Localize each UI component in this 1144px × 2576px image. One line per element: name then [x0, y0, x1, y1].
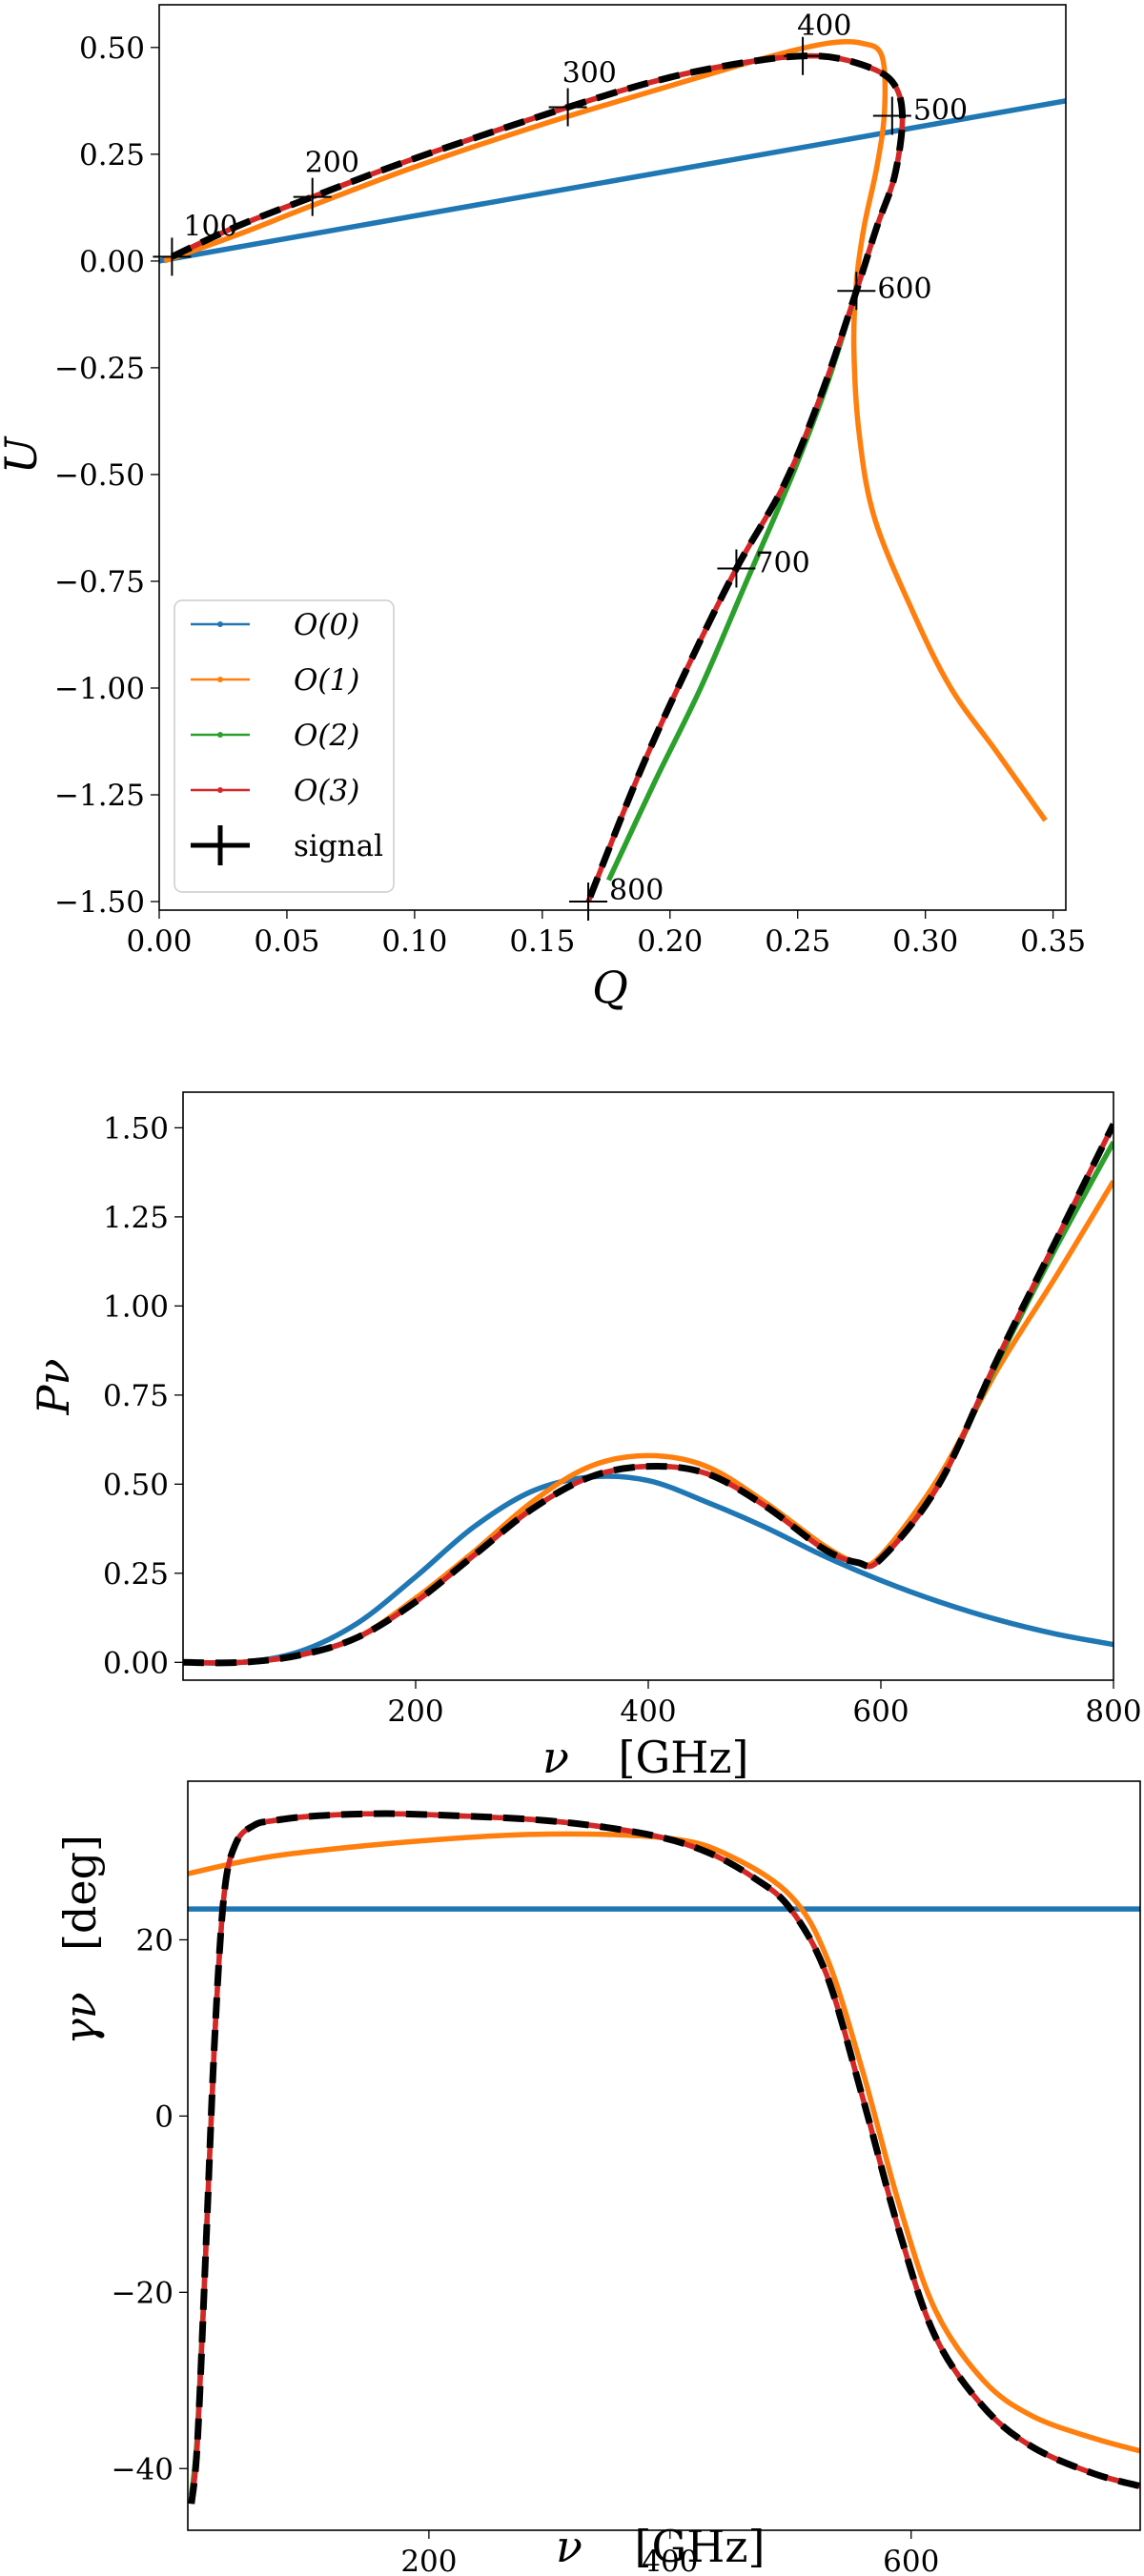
gamma-line-signal: [188, 1810, 1140, 2505]
qu-legend: O(0) O(1) O(2) O(3) signal: [174, 599, 395, 893]
gamma-xtick-label: 600: [883, 2545, 939, 2576]
qu-axes-frame: [158, 4, 1067, 911]
legend-label: O(3): [294, 774, 359, 808]
pnu-xtick-label: 800: [1085, 1694, 1141, 1729]
pnu-line-signal: [183, 1123, 1113, 1667]
pnu-axes-frame: [182, 1091, 1114, 1681]
pnu-line-o0: [183, 1473, 1113, 1666]
pnu-ytick-label: 0.00: [103, 1646, 169, 1680]
gamma-ytick-label: −40: [112, 2452, 174, 2486]
gamma-line-o3: [189, 1811, 1140, 2505]
pnu-line-o3: [183, 1123, 1113, 1666]
qu-xtick-label: 0.15: [509, 924, 575, 959]
qu-xtick-label: 0.35: [1020, 924, 1086, 959]
qu-ytick-label: −0.25: [54, 352, 145, 386]
gamma-line-o1: [188, 1831, 1140, 2454]
qu-xtick-label: 0.10: [381, 924, 447, 959]
qu-xlabel: Q: [592, 962, 628, 1013]
qu-ytick-label: 0.50: [79, 31, 145, 66]
legend-item-o2: O(2): [191, 719, 359, 753]
pnu-ytick-label: 0.50: [103, 1468, 169, 1502]
qu-legend-box: [174, 599, 395, 893]
legend-swatch-dot: [217, 621, 223, 627]
qu-ytick-label: −1.00: [54, 672, 145, 706]
pnu-ylabel: Pν: [28, 1359, 79, 1416]
qu-xtick-label: 0.20: [637, 924, 703, 959]
legend-item-o0: O(0): [191, 608, 359, 642]
legend-item-o1: O(1): [191, 663, 359, 698]
legend-item-o3: O(3): [191, 774, 359, 808]
gamma-ytick-label: 20: [136, 1923, 174, 1957]
pnu-line-o2: [183, 1141, 1113, 1666]
pnu-xtick-label: 400: [620, 1694, 676, 1729]
qu-marker-label: 600: [877, 273, 931, 306]
qu-ytick-label: 0.25: [79, 138, 145, 172]
pnu-line-o3-overlay: [183, 1123, 1113, 1666]
qu-ytick-label: −0.50: [54, 458, 145, 493]
legend-label: O(1): [294, 663, 359, 698]
qu-ytick-label: −1.25: [54, 779, 145, 813]
qu-xtick-label: 0.05: [254, 924, 319, 959]
legend-label: signal: [294, 829, 383, 863]
qu-ytick-label: −1.50: [54, 885, 145, 920]
legend-swatch-dot: [217, 677, 223, 682]
qu-line-o1: [163, 38, 1048, 822]
pnu-panel: 200 400 600 800 0.00 0.25 0.50 0.75 1.00 1.25 1.50: [103, 1091, 1142, 1729]
qu-marker-label: 700: [755, 547, 809, 580]
pnu-xtick-label: 600: [852, 1694, 909, 1729]
pnu-xlabel: ν: [542, 1732, 569, 1783]
qu-marker-label: 400: [797, 10, 851, 43]
pnu-series-group: [183, 1123, 1113, 1667]
legend-label: O(2): [294, 719, 359, 753]
gamma-xunit: [GHz]: [635, 2521, 766, 2572]
gamma-series-group: [188, 1810, 1140, 2505]
qu-line-signal: [170, 52, 907, 903]
legend-swatch-dot: [217, 787, 223, 793]
gamma-ytick-label: −20: [112, 2276, 174, 2310]
gamma-line-o3-overlay: [189, 1811, 1140, 2505]
qu-xtick-label: 0.00: [126, 924, 192, 959]
qu-marker-label: 500: [913, 94, 968, 128]
gamma-xtick-label: 200: [400, 2545, 457, 2576]
qu-signal-markers: 100 200 300 400 500 600 700 800: [153, 10, 968, 922]
gamma-axes-frame: [187, 1780, 1141, 2531]
qu-panel: 0.00 0.05 0.10 0.15 0.20 0.25 0.30 0.35 0.50 0.25…: [54, 4, 1086, 959]
qu-series-group: [159, 38, 1066, 903]
legend-label: O(0): [294, 608, 359, 642]
pnu-ytick-label: 0.25: [103, 1557, 169, 1592]
qu-xtick-label: 0.25: [765, 924, 830, 959]
pnu-ytick-label: 1.50: [103, 1111, 169, 1146]
pnu-xunit: [GHz]: [619, 1732, 749, 1783]
qu-marker-label: 100: [183, 210, 237, 243]
qu-ylabel: U: [0, 435, 47, 474]
qu-ytick-label: −0.75: [54, 565, 145, 599]
pnu-ytick-label: 1.00: [103, 1289, 169, 1324]
gamma-xtick-label: 400: [642, 2545, 698, 2576]
gamma-ytick-label: 0: [154, 2099, 174, 2134]
pnu-ytick-label: 0.75: [103, 1379, 169, 1413]
pnu-xtick-label: 200: [387, 1694, 443, 1729]
qu-marker-label: 200: [305, 147, 359, 180]
qu-line-o0: [159, 98, 1066, 264]
qu-marker-label: 800: [609, 874, 664, 907]
qu-xtick-label: 0.30: [892, 924, 958, 959]
gamma-yunit: [deg]: [54, 1835, 106, 1951]
legend-swatch-dot: [217, 732, 223, 738]
pnu-ytick-label: 1.25: [103, 1201, 169, 1235]
gamma-xlabel: ν: [556, 2521, 582, 2572]
legend-item-signal: signal: [191, 825, 383, 865]
gamma-ylabel: γν: [54, 1992, 106, 2044]
qu-ytick-label: 0.00: [79, 245, 145, 279]
qu-marker-label: 300: [562, 57, 617, 91]
pnu-line-o1: [183, 1180, 1113, 1666]
